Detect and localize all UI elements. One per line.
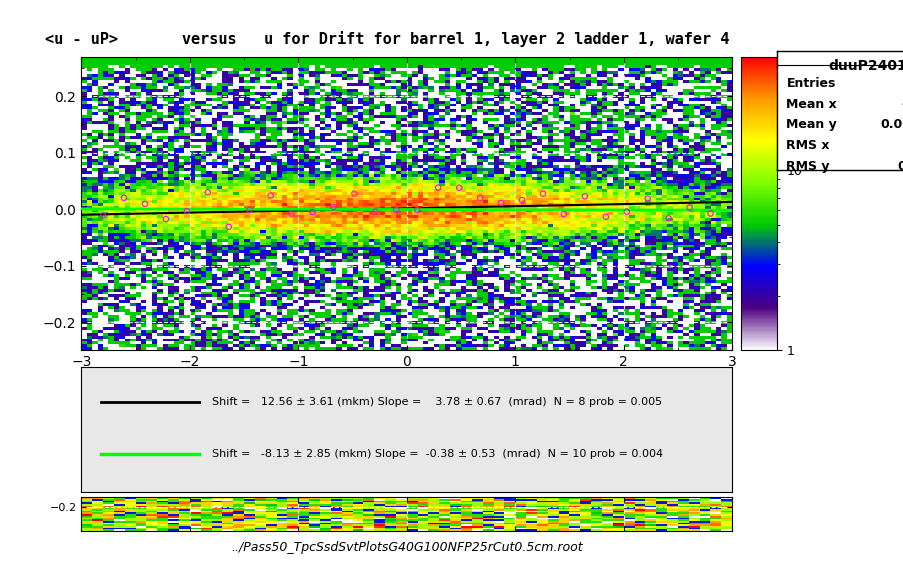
Text: Mean x: Mean x <box>786 98 836 111</box>
Point <box>305 207 320 216</box>
Point <box>410 206 424 215</box>
Point <box>682 203 696 212</box>
Point <box>180 207 194 216</box>
Point <box>388 206 403 215</box>
Point <box>661 214 675 223</box>
Text: 0.0006283: 0.0006283 <box>880 119 903 132</box>
Point <box>242 205 256 214</box>
Point <box>159 215 173 224</box>
Text: Entries: Entries <box>786 77 835 90</box>
Text: -0.1207: -0.1207 <box>900 98 903 111</box>
Point <box>452 183 466 192</box>
Point <box>347 189 361 198</box>
Point <box>263 191 277 200</box>
Point <box>577 192 591 201</box>
Text: duuP2401: duuP2401 <box>827 59 903 73</box>
Point <box>639 194 654 203</box>
Point <box>96 211 110 220</box>
Point <box>619 207 633 216</box>
Text: ../Pass50_TpcSsdSvtPlotsG40G100NFP25rCut0.5cm.root: ../Pass50_TpcSsdSvtPlotsG40G100NFP25rCut… <box>231 541 582 554</box>
Text: <u - uP>       versus   u for Drift for barrel 1, layer 2 ladder 1, wafer 4: <u - uP> versus u for Drift for barrel 1… <box>45 31 729 47</box>
Text: 0.06985: 0.06985 <box>897 160 903 173</box>
Text: Shift =   12.56 ± 3.61 (mkm) Slope =    3.78 ± 0.67  (mrad)  N = 8 prob = 0.005: Shift = 12.56 ± 3.61 (mkm) Slope = 3.78 … <box>211 397 661 407</box>
Point <box>137 199 152 208</box>
Point <box>326 202 340 211</box>
Point <box>284 209 299 218</box>
Point <box>598 212 612 221</box>
Point <box>472 193 487 202</box>
Point <box>368 207 382 216</box>
Text: Mean y: Mean y <box>786 119 836 132</box>
Point <box>556 210 571 219</box>
Text: RMS x: RMS x <box>786 139 829 152</box>
Point <box>703 209 717 218</box>
Point <box>493 198 507 207</box>
Point <box>535 189 550 198</box>
Point <box>431 183 445 192</box>
Text: RMS y: RMS y <box>786 160 829 173</box>
Point <box>514 195 528 205</box>
Point <box>116 193 131 202</box>
Point <box>221 222 236 231</box>
Text: Shift =   -8.13 ± 2.85 (mkm) Slope =  -0.38 ± 0.53  (mrad)  N = 10 prob = 0.004: Shift = -8.13 ± 2.85 (mkm) Slope = -0.38… <box>211 449 662 459</box>
Point <box>200 188 215 197</box>
